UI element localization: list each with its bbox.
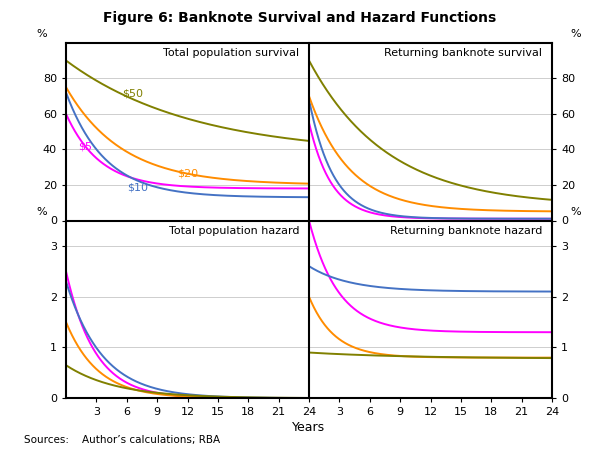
Text: Years: Years (292, 421, 326, 434)
Text: %: % (571, 207, 581, 217)
Text: %: % (37, 29, 47, 39)
Text: %: % (571, 29, 581, 39)
Text: Figure 6: Banknote Survival and Hazard Functions: Figure 6: Banknote Survival and Hazard F… (103, 11, 497, 25)
Text: $5: $5 (78, 141, 92, 151)
Text: %: % (37, 207, 47, 217)
Text: $50: $50 (122, 88, 143, 98)
Text: Sources:    Author’s calculations; RBA: Sources: Author’s calculations; RBA (24, 435, 220, 445)
Text: Returning banknote hazard: Returning banknote hazard (390, 226, 542, 236)
Text: Total population survival: Total population survival (163, 48, 299, 58)
Text: Total population hazard: Total population hazard (169, 226, 299, 236)
Text: Returning banknote survival: Returning banknote survival (384, 48, 542, 58)
Text: $20: $20 (178, 168, 199, 178)
Text: $10: $10 (127, 182, 148, 192)
